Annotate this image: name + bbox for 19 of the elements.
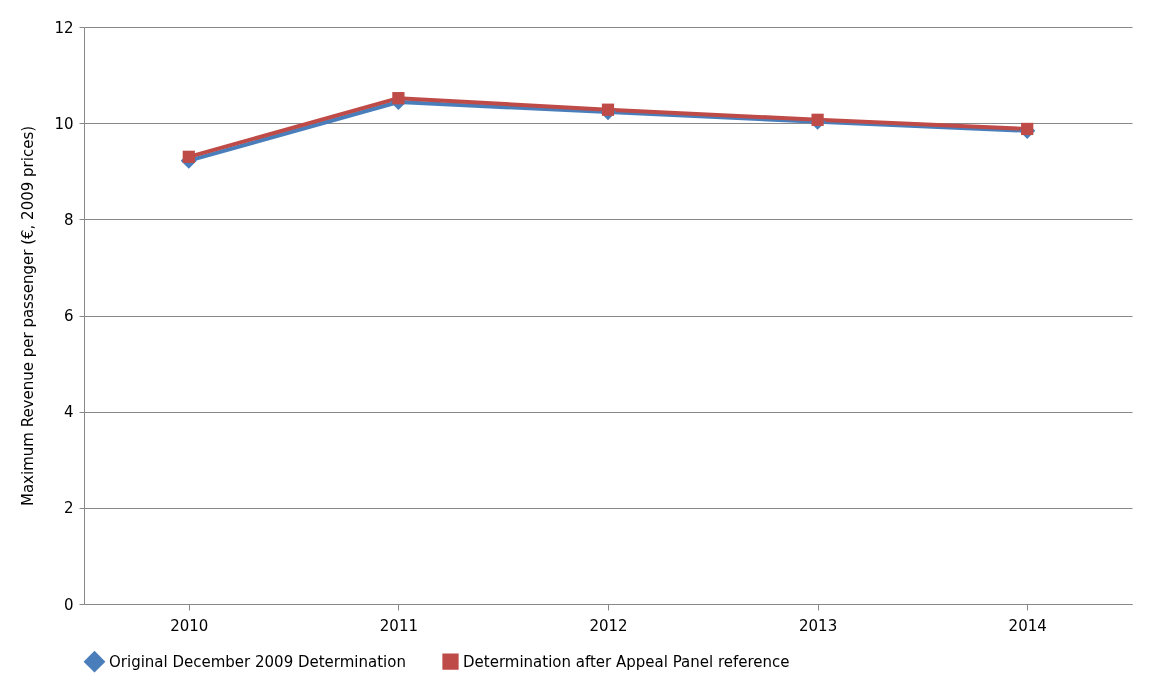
point: [811, 113, 824, 126]
y-tick-label: 8: [63, 210, 74, 229]
y-tick-label: 4: [63, 403, 74, 422]
point: [182, 150, 195, 163]
y-axis-title: Maximum Revenue per passenger (€, 2009 prices): [19, 125, 38, 507]
y-tick-label: 0: [63, 595, 74, 614]
y-tick-label: 12: [54, 18, 74, 37]
x-tick-label: 2010: [170, 616, 209, 635]
y-tick-label: 10: [54, 114, 74, 133]
x-tick-label: 2013: [799, 616, 838, 635]
x-tick-label: 2012: [589, 616, 628, 635]
point: [601, 103, 615, 116]
x-tick-label: 2014: [1008, 616, 1047, 635]
point: [392, 92, 405, 105]
legend-label: Determination after Appeal Panel reference: [463, 652, 790, 671]
x-tick-label: 2011: [379, 616, 418, 635]
y-tick-label: 6: [63, 307, 74, 325]
legend-label: Original December 2009 Determination: [109, 652, 406, 671]
y-tick-label: 2: [63, 499, 74, 518]
